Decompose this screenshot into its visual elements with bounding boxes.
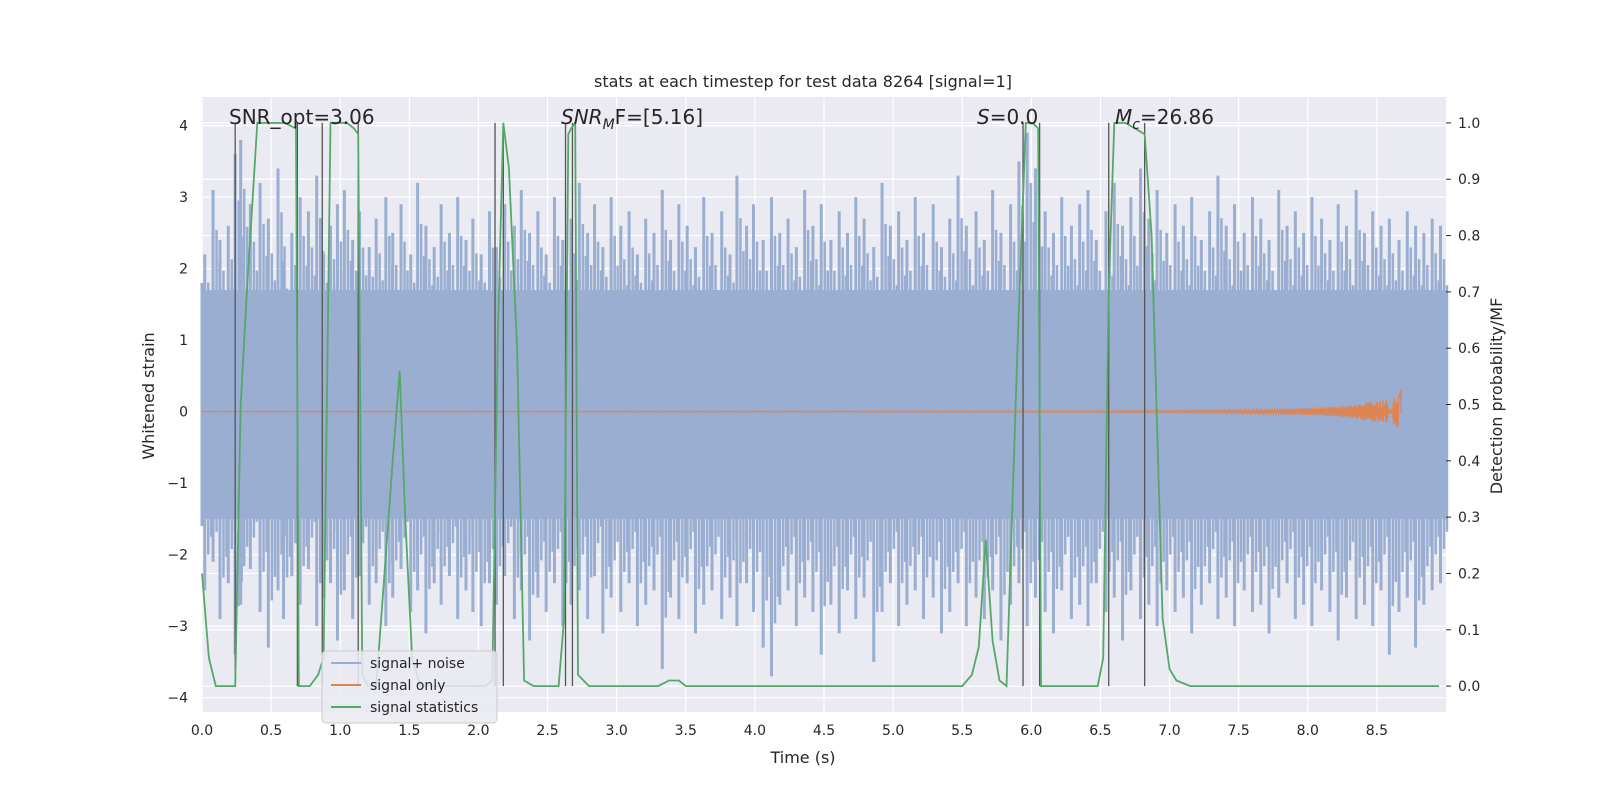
legend: signal+ noise signal only signal statist… bbox=[321, 650, 498, 724]
x-tick-label: 7.0 bbox=[1158, 723, 1180, 739]
legend-label-stats: signal statistics bbox=[370, 700, 478, 716]
chart-title: stats at each timestep for test data 826… bbox=[594, 72, 1012, 91]
x-tick-label: 8.0 bbox=[1297, 723, 1319, 739]
y-right-tick-label: 0.0 bbox=[1458, 679, 1480, 695]
x-tick-label: 4.5 bbox=[813, 723, 835, 739]
y-left-tick-label: −2 bbox=[167, 548, 188, 564]
x-tick-label: 8.5 bbox=[1366, 723, 1388, 739]
y-right-tick-label: 0.7 bbox=[1458, 285, 1480, 301]
y-left-tick-label: 4 bbox=[179, 119, 188, 135]
signal-noise-series bbox=[200, 132, 1449, 677]
y-left-tick-label: 2 bbox=[179, 262, 188, 278]
y-left-tick-label: 3 bbox=[179, 190, 188, 206]
y-right-tick-label: 0.8 bbox=[1458, 229, 1480, 245]
signal-statistics-series bbox=[201, 120, 1440, 688]
y-left-tick-label: −4 bbox=[167, 691, 188, 707]
x-tick-label: 6.5 bbox=[1089, 723, 1111, 739]
legend-label-noise: signal+ noise bbox=[370, 656, 465, 672]
x-tick-label: 5.0 bbox=[882, 723, 904, 739]
x-tick-label: 6.0 bbox=[1020, 723, 1042, 739]
y-axis-right-label: Detection probability/MF bbox=[1487, 298, 1506, 495]
x-tick-label: 1.5 bbox=[398, 723, 420, 739]
annotation-snr-mf-rest: F=[5.16] bbox=[615, 105, 703, 129]
annotation-s-rest: =0.0 bbox=[990, 105, 1039, 129]
x-tick-label: 3.0 bbox=[606, 723, 628, 739]
annotation-mc-main: M bbox=[1115, 105, 1132, 129]
x-tick-label: 7.5 bbox=[1228, 723, 1250, 739]
y-right-tick-label: 0.5 bbox=[1458, 398, 1480, 414]
y-axis-left-label: Whitened strain bbox=[139, 332, 158, 459]
annotation-mc: Mc=26.86 bbox=[1115, 105, 1214, 133]
annotation-s: S=0.0 bbox=[977, 105, 1038, 129]
annotation-s-main: S bbox=[977, 105, 990, 129]
legend-label-signal: signal only bbox=[370, 678, 445, 694]
annotation-snr-mf-sub: M bbox=[603, 117, 615, 133]
annotation-snr-mf: SNRMF=[5.16] bbox=[561, 105, 703, 133]
y-axis-left: 4 3 2 1 0 −1 −2 −3 −4 bbox=[167, 119, 188, 707]
y-left-tick-label: −3 bbox=[167, 619, 188, 635]
y-axis-right: 1.0 0.9 0.8 0.7 0.6 0.5 0.4 0.3 0.2 0.1 0.0 bbox=[1446, 116, 1480, 695]
y-right-tick-label: 0.9 bbox=[1458, 172, 1480, 188]
y-right-tick-label: 0.4 bbox=[1458, 454, 1480, 470]
x-tick-label: 5.5 bbox=[951, 723, 973, 739]
x-tick-label: 0.5 bbox=[260, 723, 282, 739]
annotation-snr-opt: SNR_opt=3.06 bbox=[229, 105, 375, 129]
annotation-mc-sub: c bbox=[1132, 117, 1140, 133]
annotation-snr-mf-main: SNR bbox=[561, 105, 603, 129]
y-right-tick-label: 0.1 bbox=[1458, 623, 1480, 639]
x-tick-label: 1.0 bbox=[329, 723, 351, 739]
y-right-tick-label: 1.0 bbox=[1458, 116, 1480, 132]
legend-box bbox=[321, 650, 498, 724]
y-left-tick-label: −1 bbox=[167, 476, 188, 492]
x-tick-label: 2.0 bbox=[467, 723, 489, 739]
x-axis-label: Time (s) bbox=[769, 748, 835, 767]
x-tick-label: 4.0 bbox=[744, 723, 766, 739]
annotation-mc-rest: =26.86 bbox=[1140, 105, 1214, 129]
x-tick-label: 2.5 bbox=[536, 723, 558, 739]
x-tick-label: 3.5 bbox=[675, 723, 697, 739]
x-axis: 0.0 0.5 1.0 1.5 2.0 2.5 3.0 3.5 4.0 4.5 5.0 5.5 6.0 6… bbox=[191, 723, 1388, 739]
y-right-tick-label: 0.3 bbox=[1458, 510, 1480, 526]
y-left-tick-label: 1 bbox=[179, 333, 188, 349]
x-tick-label: 0.0 bbox=[191, 723, 213, 739]
y-right-tick-label: 0.6 bbox=[1458, 341, 1480, 357]
y-left-tick-label: 0 bbox=[179, 405, 188, 421]
y-right-tick-label: 0.2 bbox=[1458, 566, 1480, 582]
